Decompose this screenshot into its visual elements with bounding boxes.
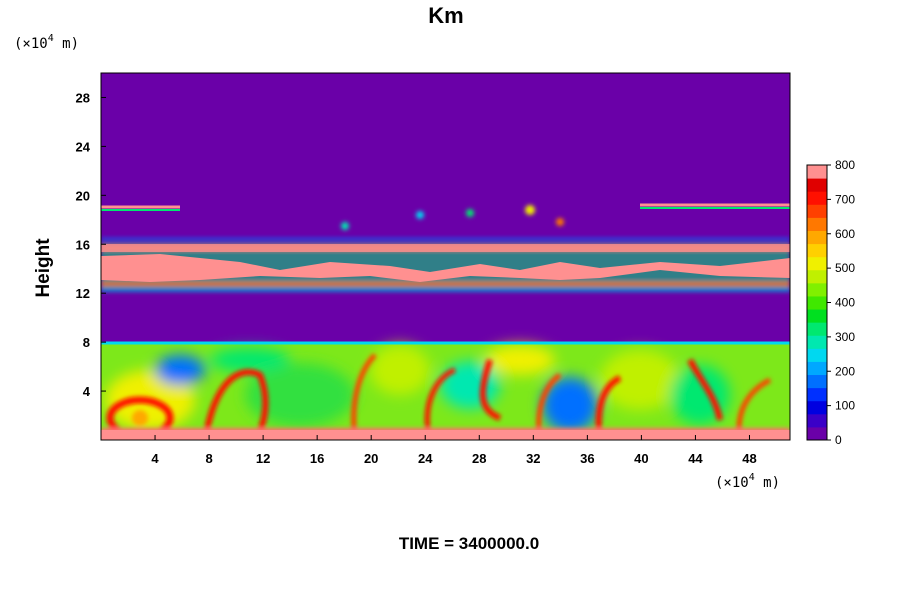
- plot-area: [101, 73, 790, 440]
- y-tick-label: 4: [83, 384, 91, 399]
- x-tick-label: 40: [634, 451, 648, 466]
- colorbar-level: [807, 191, 827, 205]
- y-axis-label: Height: [33, 238, 54, 298]
- lower-turbulent-layer: [101, 341, 790, 440]
- colorbar-ticks: 0 100 200 300 400 500 600 700 800: [827, 158, 855, 447]
- y-tick-label: 24: [76, 139, 91, 154]
- colorbar-level: [807, 335, 827, 349]
- y-tick-label: 28: [76, 90, 90, 105]
- x-tick-label: 24: [418, 451, 433, 466]
- colorbar-level: [807, 217, 827, 231]
- y-tick-label: 8: [83, 335, 90, 350]
- x-tick-label: 16: [310, 451, 324, 466]
- plot-frame: [100, 72, 791, 441]
- chart-title: Km: [428, 3, 463, 28]
- colorbar-level: [807, 282, 827, 297]
- y-tick-label: 16: [76, 237, 90, 252]
- time-label: TIME = 3400000.0: [399, 534, 539, 553]
- colorbar-level: [807, 322, 827, 336]
- colorbar-level: [807, 400, 827, 415]
- colorbar-tick-label: 600: [835, 227, 855, 241]
- y-axis-ticks: 4 8 12 16 20 24 28: [76, 90, 106, 399]
- x-tick-label: 44: [688, 451, 703, 466]
- colorbar-tick-label: 100: [835, 399, 855, 413]
- colorbar-level: [807, 230, 827, 245]
- colorbar-level: [807, 374, 827, 389]
- colorbar-tick-label: 300: [835, 330, 855, 344]
- upper-turbulent-band: [101, 205, 790, 292]
- colorbar-tick-label: 400: [835, 296, 855, 310]
- colorbar-level: [807, 243, 827, 258]
- colorbar-level: [807, 256, 827, 271]
- colorbar-tick-label: 500: [835, 261, 855, 275]
- colorbar-level: [807, 387, 827, 402]
- x-axis-unit: (×104 m): [715, 472, 780, 491]
- colorbar-level: [807, 348, 827, 362]
- colorbar-tick-label: 800: [835, 158, 855, 172]
- colorbar-level: [807, 204, 827, 218]
- x-tick-label: 48: [742, 451, 756, 466]
- x-tick-label: 20: [364, 451, 378, 466]
- colorbar-level: [807, 413, 827, 428]
- x-tick-label: 8: [205, 451, 212, 466]
- colorbar-level: [807, 269, 827, 284]
- colorbar-tick-label: 0: [835, 433, 842, 447]
- colorbar-tick-label: 200: [835, 364, 855, 378]
- x-tick-label: 4: [151, 451, 159, 466]
- colorbar-level: [807, 165, 827, 179]
- thin-upper-layer: [101, 203, 790, 211]
- x-tick-label: 32: [526, 451, 540, 466]
- x-tick-label: 28: [472, 451, 486, 466]
- colorbar-tick-label: 700: [835, 192, 855, 206]
- colorbar-level: [807, 178, 827, 192]
- colorbar-level: [807, 361, 827, 376]
- colorbar: [806, 164, 828, 441]
- y-axis-unit: (×104 m): [14, 33, 79, 52]
- y-tick-label: 20: [76, 188, 90, 203]
- colorbar-level: [807, 426, 827, 441]
- x-tick-label: 36: [580, 451, 594, 466]
- x-axis-ticks: 4 8 12 16 20 24 28 32 36 40 44 48: [151, 435, 757, 466]
- x-tick-label: 12: [256, 451, 270, 466]
- colorbar-level: [807, 309, 827, 323]
- colorbar-level: [807, 295, 827, 310]
- y-tick-label: 12: [76, 286, 90, 301]
